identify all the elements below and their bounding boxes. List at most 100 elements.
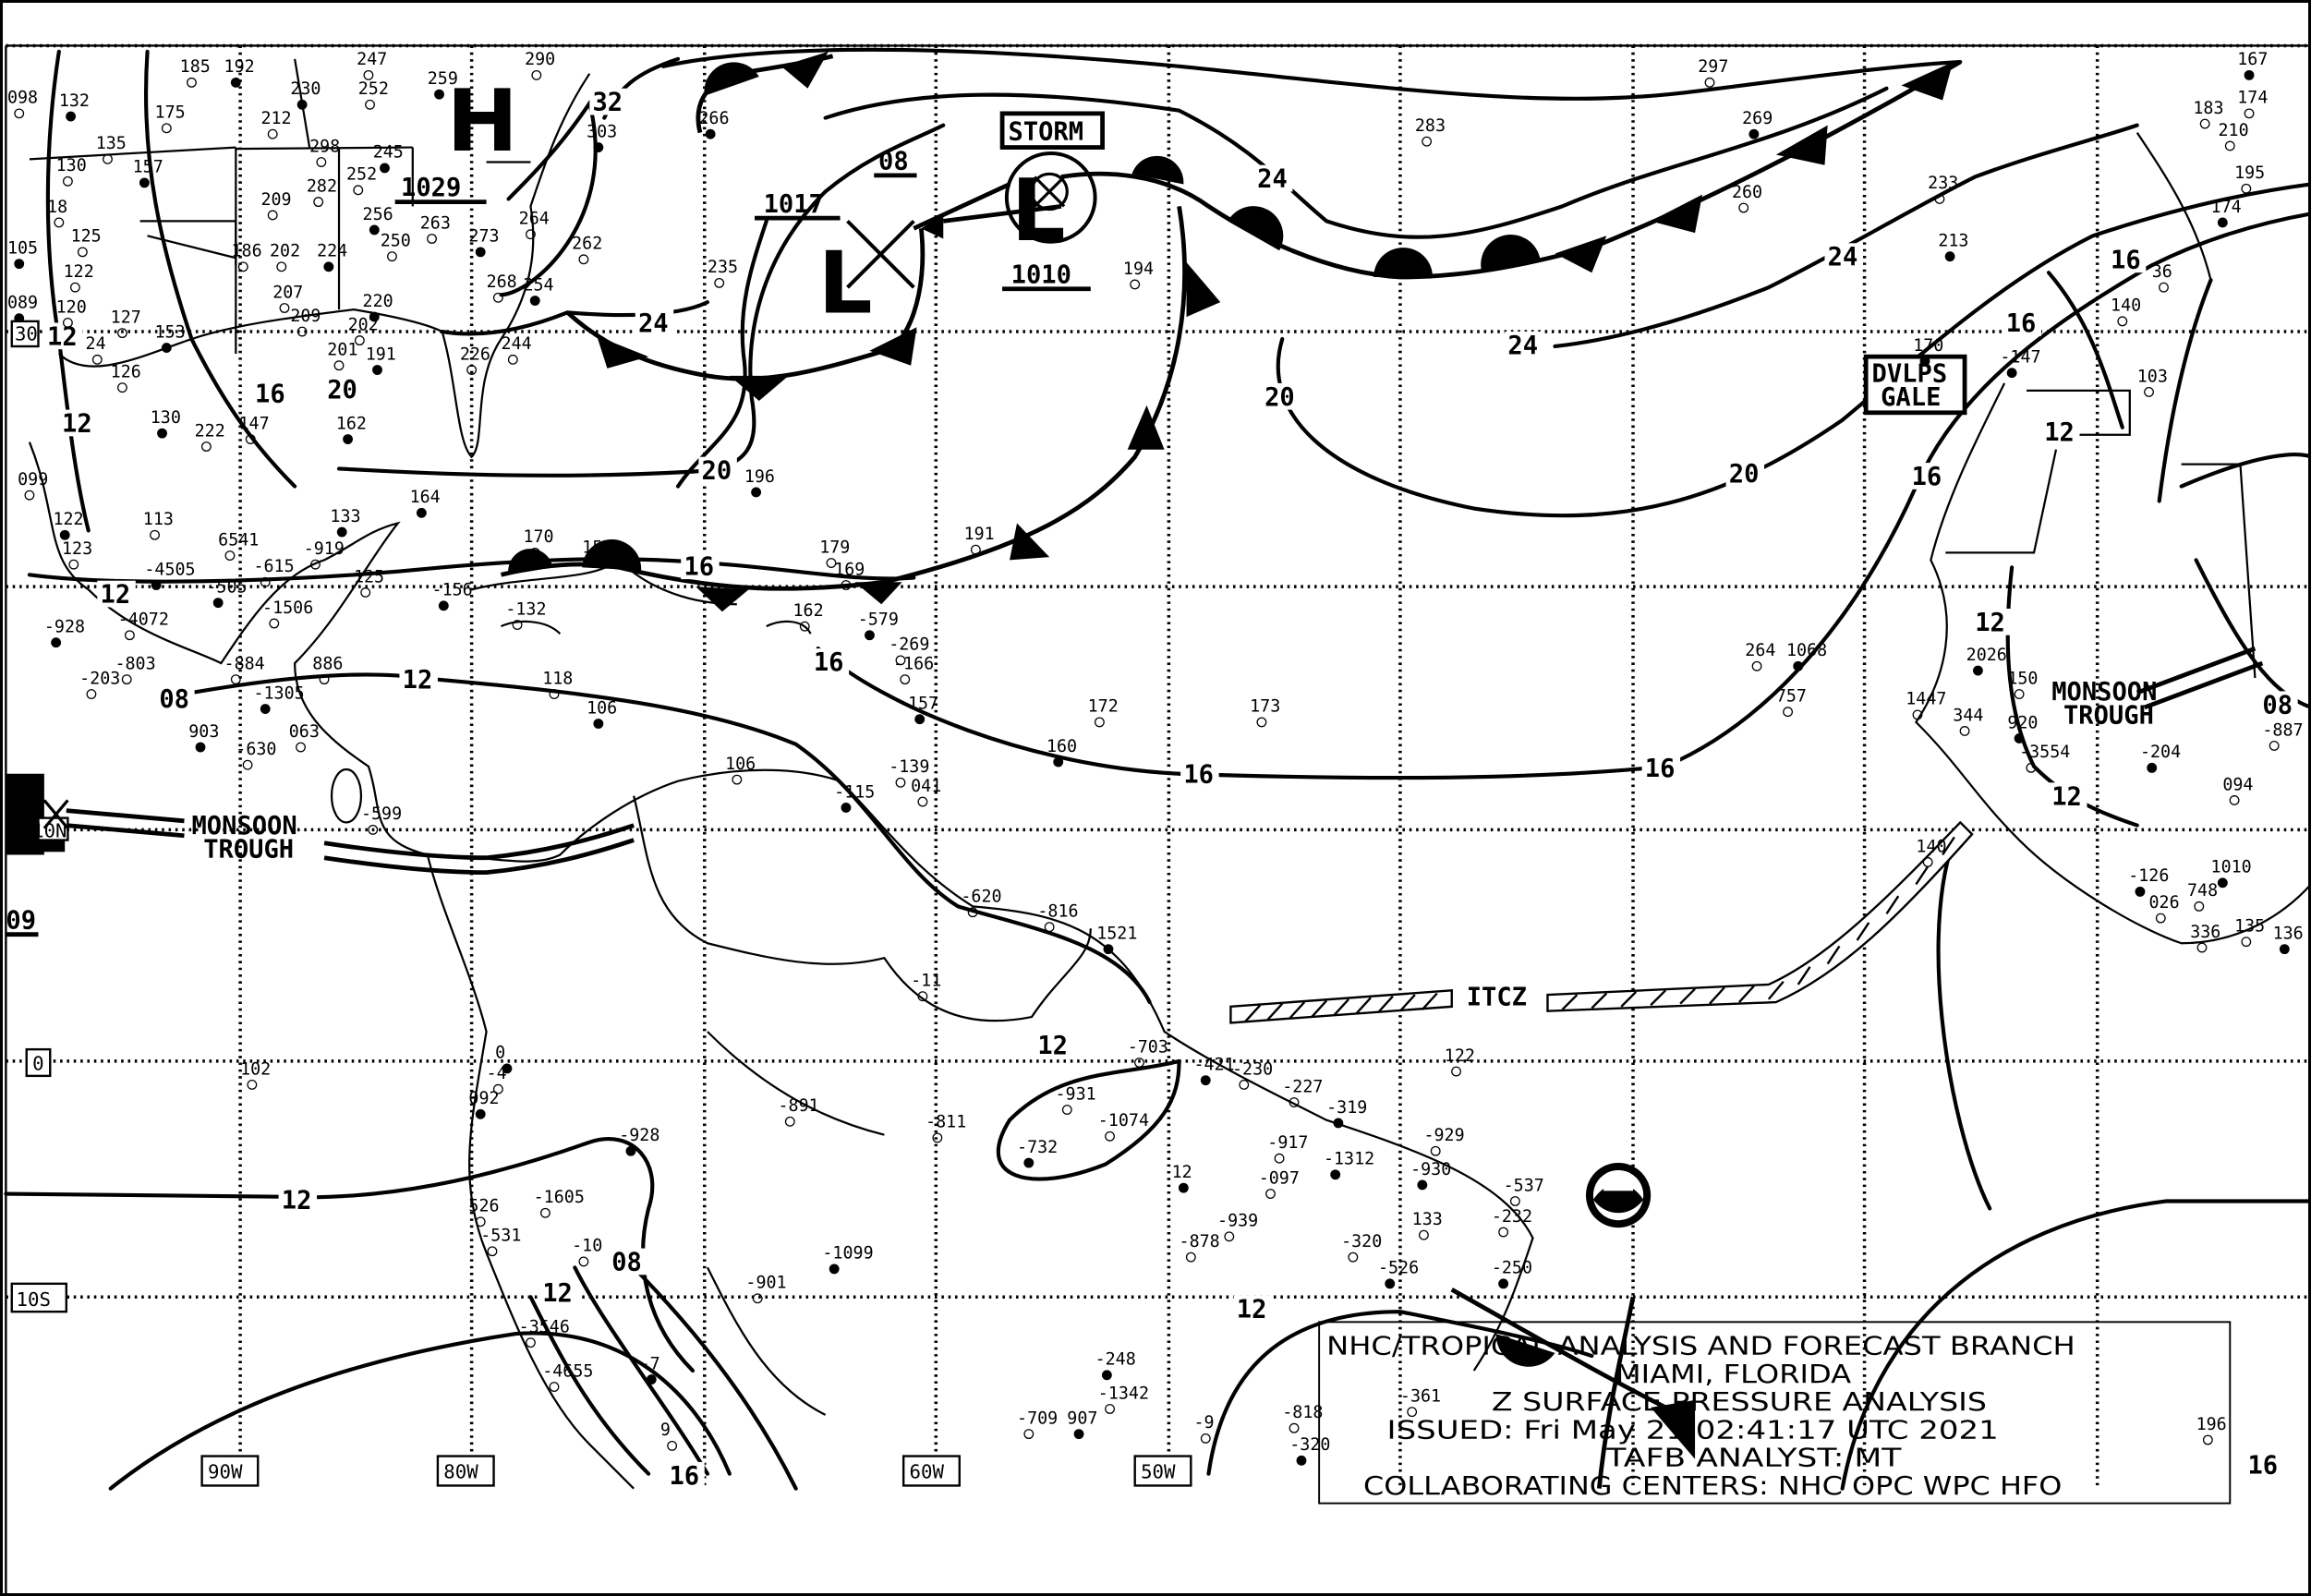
station-value: 220 <box>363 292 393 311</box>
station-value: 140 <box>2111 296 2141 316</box>
station-value: 162 <box>336 414 367 433</box>
station-circle-icon <box>841 803 852 813</box>
isobar-label: 16 <box>2006 309 2037 338</box>
station-value: 105 <box>7 238 38 258</box>
station-value: 123 <box>62 539 92 559</box>
graticule <box>6 43 2311 1489</box>
station-circle-icon <box>2026 762 2037 773</box>
station-circle-icon <box>54 217 65 228</box>
station-circle-icon <box>1023 1157 1035 1168</box>
station-value: -166 <box>893 654 934 673</box>
station-value: 264 <box>519 210 550 229</box>
station-circle-icon <box>2196 942 2208 953</box>
isobar-label: 08 <box>878 148 909 176</box>
itcz <box>1229 820 1974 1024</box>
station-circle-icon <box>466 365 478 375</box>
station-circle-icon <box>1224 1231 1235 1242</box>
station-circle-icon <box>14 108 25 119</box>
station-value: -3554 <box>2019 743 2070 762</box>
station-value: 170 <box>1913 336 1943 356</box>
station-circle-icon <box>2144 387 2154 397</box>
station-circle-icon <box>117 328 127 339</box>
station-circle-icon <box>865 630 875 641</box>
isobar-label: 24 <box>638 309 669 338</box>
station-circle-icon <box>62 175 73 187</box>
station-value: -919 <box>304 539 345 559</box>
station-circle-icon <box>369 224 380 236</box>
isobar-label: 20 <box>702 457 732 486</box>
station-value: -7 <box>640 1354 660 1373</box>
station-value: 157 <box>133 158 163 177</box>
station-circle-icon <box>914 714 926 725</box>
station-circle-icon <box>187 77 197 88</box>
station-value: 262 <box>572 235 602 254</box>
station-circle-icon <box>2147 762 2158 773</box>
station-value: 186 <box>232 242 262 261</box>
coastlines <box>28 58 2311 1490</box>
station-value: 122 <box>53 510 83 529</box>
station-value: 170 <box>523 527 553 547</box>
station-value: 226 <box>460 345 490 364</box>
station-circle-icon <box>267 128 278 139</box>
station-circle-icon <box>310 559 321 570</box>
station-value: -1099 <box>822 1244 873 1264</box>
station-circle-icon <box>139 177 150 188</box>
station-value: -11 <box>911 972 941 991</box>
station-value: 174 <box>2237 89 2268 108</box>
station-circle-icon <box>1498 1227 1509 1238</box>
station-value: 125 <box>71 227 102 247</box>
station-circle-icon <box>1134 1058 1144 1068</box>
station-circle-icon <box>1105 1404 1115 1414</box>
station-value: 120 <box>56 297 87 317</box>
station-value: -505 <box>206 577 247 597</box>
station-circle-icon <box>2241 937 2252 948</box>
station-circle-icon <box>212 598 224 609</box>
station-value: 183 <box>2193 99 2223 118</box>
station-circle-icon <box>434 89 444 100</box>
station-value: 026 <box>2149 893 2180 913</box>
station-value: 132 <box>59 91 90 111</box>
station-value: 196 <box>2196 1415 2227 1434</box>
station-circle-icon <box>1289 1422 1300 1433</box>
station-circle-icon <box>353 185 364 196</box>
info-agency: NHC/TROPICAL ANALYSIS AND FORECAST BRANC… <box>1326 1332 2075 1360</box>
low-pressure-center-west: 10N 09 <box>6 773 69 937</box>
station-value: 290 <box>525 50 555 69</box>
station-circle-icon <box>24 490 35 501</box>
station-circle-icon <box>260 576 271 587</box>
station-circle-icon <box>343 434 354 444</box>
station-circle-icon <box>475 247 486 258</box>
feature-labels: MONSOON TROUGH MONSOON TROUGH ITCZ <box>191 678 2157 1011</box>
info-location: MIAMI, FLORIDA <box>1615 1360 1852 1389</box>
station-value: -818 <box>1282 1403 1323 1422</box>
isobar-label: 12 <box>2044 418 2075 447</box>
station-circle-icon <box>242 759 253 770</box>
station-circle-icon <box>1053 756 1064 768</box>
station-value: 212 <box>260 109 291 128</box>
station-value: 158 <box>582 538 612 557</box>
station-value: 175 <box>155 103 186 123</box>
station-value: -878 <box>1180 1232 1220 1251</box>
station-value: 2026 <box>1966 646 2007 665</box>
station-circle-icon <box>380 163 390 174</box>
station-value: 194 <box>1123 260 1154 279</box>
station-value: 920 <box>2007 713 2038 732</box>
station-circle-icon <box>1451 1066 1461 1077</box>
station-value: 907 <box>1067 1409 1097 1428</box>
station-circle-icon <box>354 335 365 346</box>
station-circle-icon <box>1738 202 1749 213</box>
station-circle-icon <box>336 526 347 538</box>
station-value: -929 <box>1423 1126 1464 1145</box>
station-value: 195 <box>2234 163 2265 183</box>
station-circle-icon <box>1934 193 1945 204</box>
station-circle-icon <box>529 547 540 558</box>
station-circle-icon <box>1751 660 1762 671</box>
station-circle-icon <box>296 99 308 110</box>
station-circle-icon <box>151 580 162 590</box>
station-circle-icon <box>269 618 280 629</box>
lon-label-80w: 80W <box>443 1460 478 1482</box>
station-value: 157 <box>908 695 938 714</box>
station-circle-icon <box>1419 1229 1429 1240</box>
station-circle-icon <box>2159 282 2169 293</box>
station-circle-icon <box>2269 740 2280 751</box>
